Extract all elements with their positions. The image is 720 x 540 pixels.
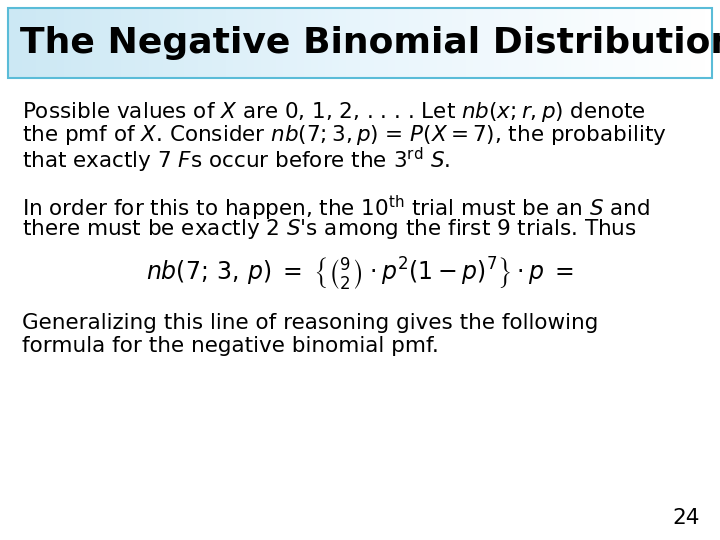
Text: 24: 24 <box>672 508 700 528</box>
Text: the pmf of $X$. Consider $nb(7; 3, p)$ = $P(X = 7)$, the probability: the pmf of $X$. Consider $nb(7; 3, p)$ =… <box>22 123 667 147</box>
Text: there must be exactly 2 $S$'s among the first 9 trials. Thus: there must be exactly 2 $S$'s among the … <box>22 217 636 241</box>
Text: In order for this to happen, the 10$^{\mathrm{th}}$ trial must be an $S$ and: In order for this to happen, the 10$^{\m… <box>22 194 650 223</box>
Text: $nb(7;\, 3,\, p)\; =\; \left\{\binom{9}{2} \cdot p^{2}(1 - p)^{7}\right\} \cdot : $nb(7;\, 3,\, p)\; =\; \left\{\binom{9}{… <box>146 255 574 292</box>
Text: Generalizing this line of reasoning gives the following: Generalizing this line of reasoning give… <box>22 313 598 333</box>
Text: Possible values of $X$ are 0, 1, 2, . . . . Let $nb(x; r, p)$ denote: Possible values of $X$ are 0, 1, 2, . . … <box>22 100 646 124</box>
Text: that exactly 7 $F$s occur before the 3$^{\mathrm{rd}}$ $S$.: that exactly 7 $F$s occur before the 3$^… <box>22 146 450 175</box>
Text: The Negative Binomial Distribution: The Negative Binomial Distribution <box>20 26 720 60</box>
Text: formula for the negative binomial pmf.: formula for the negative binomial pmf. <box>22 336 439 356</box>
